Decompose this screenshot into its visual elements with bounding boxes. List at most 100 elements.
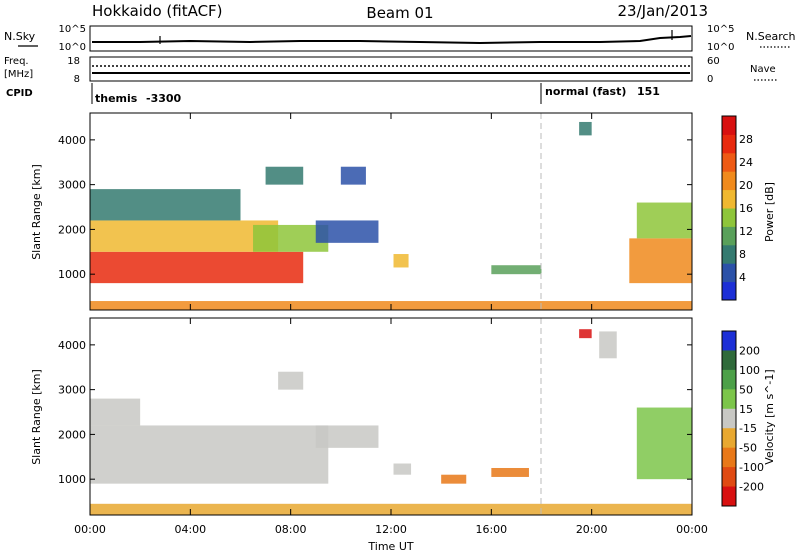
cpid-label: CPID	[6, 88, 33, 99]
power-colorbar-swatch	[722, 189, 736, 209]
power-colorbar-tick: 8	[739, 248, 746, 261]
power-cell	[579, 121, 592, 136]
power-ylabel: Slant Range [km]	[30, 164, 43, 260]
freq-left-tick-bottom: 8	[74, 74, 80, 85]
velocity-panel: 1000 2000 3000 4000 Slant Range [km]	[30, 317, 693, 516]
power-ytick-label: 1000	[58, 268, 86, 281]
power-cell	[340, 166, 366, 185]
cpid-mode-1-id: -3300	[146, 92, 182, 105]
velocity-colorbar: 200 100 50 15 -15 -50 -100 -200	[721, 330, 764, 507]
power-cell	[636, 202, 692, 239]
power-colorbar-tick: 12	[739, 225, 753, 238]
power-cell	[90, 251, 304, 284]
velocity-colorbar-swatch	[722, 447, 736, 468]
time-tick-label: 16:00	[475, 523, 507, 536]
velocity-colorbar-swatch	[722, 389, 736, 410]
velocity-yticks: 1000 2000 3000 4000	[58, 339, 692, 486]
beam-title: Beam 01	[366, 4, 433, 22]
velocity-cell	[278, 371, 304, 390]
cpid-mode-1-name: themis	[95, 92, 138, 105]
velocity-colorbar-frame	[721, 330, 737, 507]
time-tick-label: 00:00	[74, 523, 106, 536]
power-ytick-label: 2000	[58, 223, 86, 236]
velocity-colorbar-label: Velocity [m s^-1]	[763, 369, 776, 464]
velocity-ytick-label: 4000	[58, 339, 86, 352]
velocity-cell	[441, 474, 467, 484]
time-tick-label: 08:00	[275, 523, 307, 536]
noise-right-tick-top: 10^5	[707, 24, 734, 35]
power-cell	[491, 265, 542, 275]
velocity-colorbar-tick: 200	[739, 344, 760, 357]
power-colorbar-tick: 24	[739, 156, 753, 169]
velocity-ylabel: Slant Range [km]	[30, 369, 43, 465]
power-yticks: 1000 2000 3000 4000	[58, 134, 692, 281]
power-cell	[90, 189, 241, 221]
power-cell	[629, 238, 692, 284]
power-cell	[393, 254, 409, 268]
power-colorbar-swatch	[722, 281, 736, 301]
cpid-mode-2-name: normal (fast)	[545, 85, 626, 98]
velocity-colorbar-swatch	[722, 408, 736, 429]
power-colorbar-swatch	[722, 152, 736, 172]
power-ytick-label: 3000	[58, 179, 86, 192]
velocity-cell	[90, 398, 141, 426]
power-colorbar: 4 8 12 16 20 24 28	[721, 115, 753, 301]
velocity-cell	[90, 425, 329, 484]
velocity-cell	[599, 331, 617, 359]
freq-left-tick-top: 18	[67, 56, 80, 67]
power-colorbar-swatch	[722, 226, 736, 246]
velocity-colorbar-tick: -100	[739, 461, 764, 474]
velocity-colorbar-tick: -200	[739, 481, 764, 494]
noise-sky-label: N.Sky	[4, 30, 36, 43]
time-tick-label: 00:00	[676, 523, 708, 536]
velocity-colorbar-swatch	[722, 428, 736, 449]
power-cell	[265, 166, 304, 185]
freq-right-tick-top: 60	[707, 56, 720, 67]
velocity-colorbar-swatch	[722, 350, 736, 371]
time-axis-label: Time UT	[367, 540, 413, 553]
power-colorbar-label: Power [dB]	[763, 182, 776, 242]
noise-left-tick-bottom: 10^0	[59, 42, 86, 53]
power-colorbar-tick: 20	[739, 179, 753, 192]
noise-right-tick-bottom: 10^0	[707, 42, 734, 53]
cpid-mode-2-id: 151	[637, 85, 660, 98]
noise-sky-trace	[92, 35, 692, 45]
velocity-colorbar-tick: 15	[739, 403, 753, 416]
velocity-colorbar-swatch	[722, 331, 736, 351]
time-axis: 00:00 04:00 08:00 12:00 16:00 20:00 00:00	[74, 113, 708, 536]
velocity-colorbar-tick: 100	[739, 364, 760, 377]
velocity-cell	[579, 329, 592, 339]
velocity-colorbar-tick: -15	[739, 422, 757, 435]
time-tick-label: 20:00	[576, 523, 608, 536]
time-tick-label: 12:00	[375, 523, 407, 536]
velocity-ytick-label: 2000	[58, 428, 86, 441]
velocity-colorbar-swatch	[722, 486, 736, 507]
nave-label: Nave	[750, 64, 776, 75]
time-tick-label: 04:00	[174, 523, 206, 536]
freq-panel: Freq. [MHz] 18 8 60 0 Nave	[4, 56, 778, 85]
power-colorbar-tick: 28	[739, 133, 753, 146]
velocity-ytick-label: 1000	[58, 473, 86, 486]
noise-panel: N.Sky 10^5 10^0 10^5 10^0 N.Search	[4, 24, 796, 53]
station-title: Hokkaido (fitACF)	[92, 2, 223, 20]
velocity-colorbar-tick: 50	[739, 383, 753, 396]
freq-right-tick-bottom: 0	[707, 74, 713, 85]
power-cell	[315, 220, 379, 243]
power-colorbar-swatch	[722, 134, 736, 154]
freq-unit: [MHz]	[4, 69, 33, 80]
velocity-ytick-label: 3000	[58, 384, 86, 397]
power-colorbar-swatch	[722, 171, 736, 191]
velocity-colorbar-swatch	[722, 467, 736, 488]
power-colorbar-swatch	[722, 244, 736, 264]
power-colorbar-swatch	[722, 263, 736, 283]
velocity-colorbar-tick: -50	[739, 442, 757, 455]
noise-left-tick-top: 10^5	[59, 24, 86, 35]
power-colorbar-tick: 16	[739, 202, 753, 215]
power-cell	[90, 220, 279, 252]
power-colorbar-frame	[721, 115, 737, 301]
freq-label: Freq.	[4, 56, 29, 67]
velocity-colorbar-swatch	[722, 369, 736, 390]
power-panel: 1000 2000 3000 4000 Slant Range [km]	[30, 112, 693, 311]
cpid-panel: CPID themis -3300 normal (fast) 151	[6, 83, 660, 105]
